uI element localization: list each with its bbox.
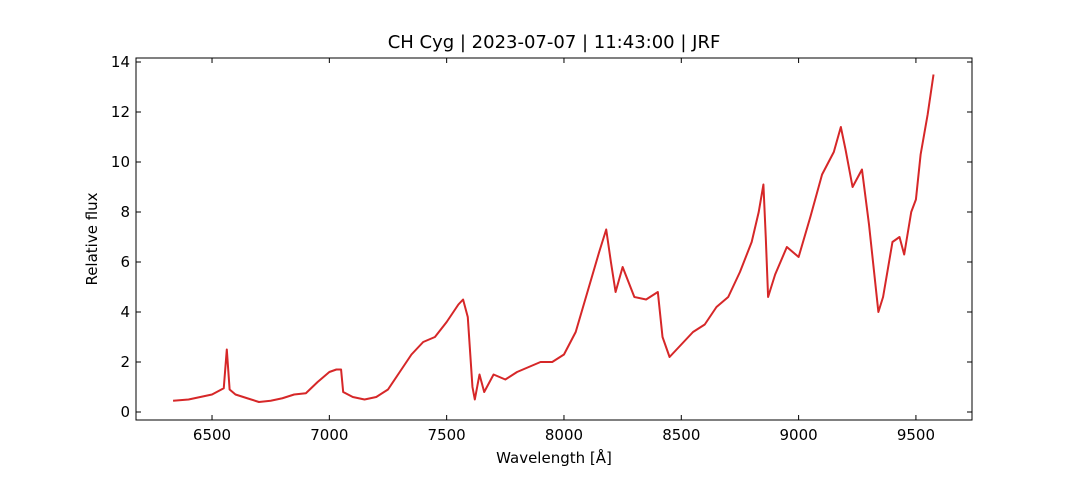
x-tick-label: 9000 [780,426,818,444]
plot-frame [135,57,973,421]
data-line [172,74,935,403]
y-tick-label: 4 [120,303,130,321]
x-tick-label: 6500 [193,426,231,444]
x-tick-label: 7000 [310,426,348,444]
chart-title: CH Cyg | 2023-07-07 | 11:43:00 | JRF [388,32,721,53]
y-tick-label: 8 [120,203,130,221]
y-tick-label: 2 [120,353,130,371]
x-tick-label: 7500 [428,426,466,444]
y-tick-label: 14 [111,53,130,71]
y-tick-label: 10 [111,153,130,171]
x-tick-label: 8000 [545,426,583,444]
x-axis-label: Wavelength [Å] [496,448,612,467]
x-tick-label: 9500 [897,426,935,444]
x-tick-label: 8500 [662,426,700,444]
y-tick-label: 0 [120,403,130,421]
y-tick-label: 12 [111,103,130,121]
y-axis-label: Relative flux [83,192,101,285]
y-tick-label: 6 [120,253,130,271]
